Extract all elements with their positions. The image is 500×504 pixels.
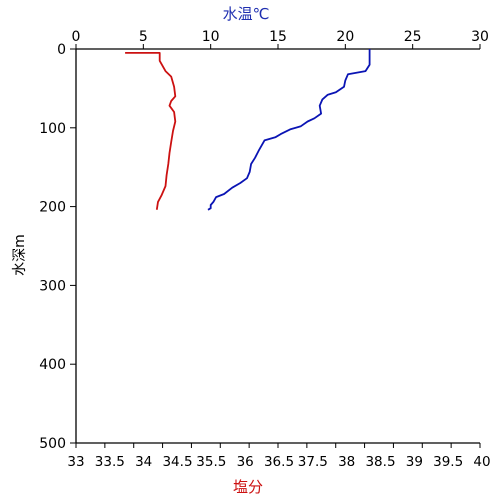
bottom-tick-label: 34.5 — [162, 454, 192, 470]
bottom-tick-label: 35.5 — [196, 454, 226, 470]
bottom-tick-label: 36 — [237, 454, 254, 470]
left-tick-label: 300 — [39, 278, 66, 294]
top-tick-label: 30 — [471, 29, 489, 45]
bottom-tick-label: 38.5 — [365, 454, 395, 470]
chart-series — [125, 49, 371, 211]
top-tick-label: 10 — [202, 29, 220, 45]
bottom-tick-label: 37.5 — [298, 454, 328, 470]
left-tick-label: 100 — [39, 121, 66, 137]
top-tick-label: 0 — [72, 29, 81, 45]
temperature-line — [207, 49, 371, 211]
bottom-tick-label: 40 — [473, 454, 490, 470]
top-tick-label: 5 — [139, 29, 148, 45]
left-tick-label: 400 — [39, 357, 66, 373]
bottom-tick-label: 39.5 — [433, 454, 463, 470]
bottom-tick-label: 34 — [135, 454, 152, 470]
left-tick-label: 200 — [39, 200, 66, 216]
top-tick-label: 20 — [336, 29, 354, 45]
chart-frame — [75, 48, 480, 444]
top-tick-label: 15 — [269, 29, 287, 45]
left-tick-label: 0 — [57, 42, 66, 58]
salinity-line — [125, 52, 177, 210]
chart-ticks: 0 5 10 15 20 25 30 33 33.5 34 34.5 35.5 36 36.5 37.5 38… — [39, 29, 490, 470]
left-tick-label: 500 — [39, 436, 66, 452]
chart-axis-labels: 水温℃ 塩分 水深m — [12, 5, 269, 496]
bottom-axis-label: 塩分 — [233, 478, 263, 496]
top-axis-label: 水温℃ — [223, 5, 270, 23]
bottom-tick-label: 38 — [338, 454, 355, 470]
top-tick-label: 25 — [404, 29, 422, 45]
bottom-tick-label: 39 — [406, 454, 423, 470]
bottom-tick-label: 33 — [67, 454, 84, 470]
left-axis-label: 水深m — [12, 234, 28, 276]
bottom-tick-label: 36.5 — [264, 454, 294, 470]
bottom-tick-label: 33.5 — [95, 454, 125, 470]
